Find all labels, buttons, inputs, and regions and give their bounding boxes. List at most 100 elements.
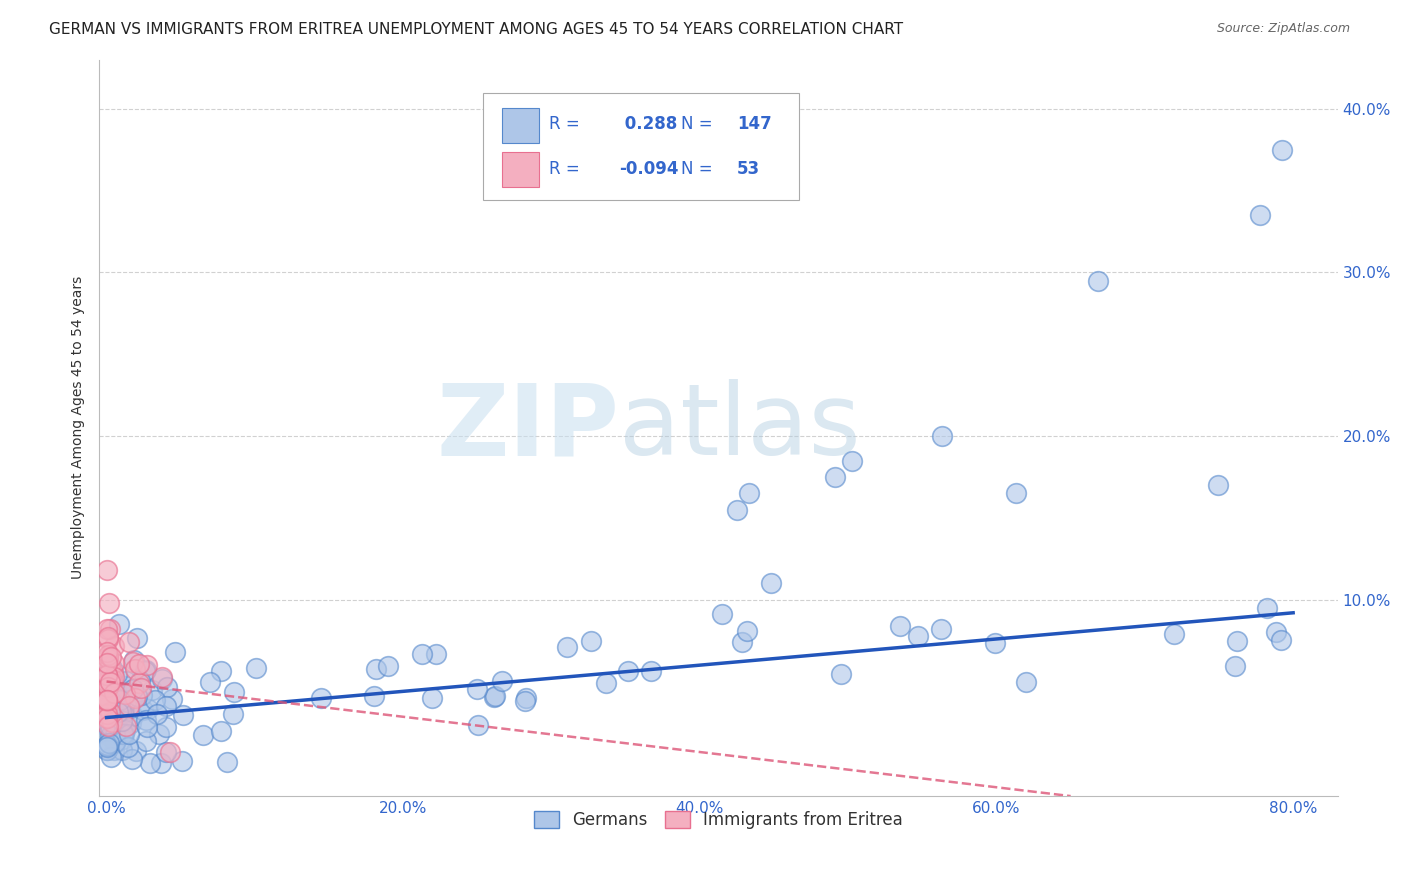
- Point: [111, 732, 134, 747]
- Text: R =: R =: [548, 160, 579, 178]
- Point: [97, 736, 120, 750]
- Point: [118, 727, 141, 741]
- Point: [96, 739, 118, 753]
- Point: [97, 673, 120, 688]
- Point: [103, 639, 125, 653]
- Point: [96, 700, 118, 714]
- Point: [222, 707, 245, 722]
- Point: [96, 650, 118, 665]
- Point: [124, 661, 146, 675]
- Point: [595, 676, 617, 690]
- Point: [96, 719, 118, 733]
- Point: [172, 754, 194, 768]
- Text: GERMAN VS IMMIGRANTS FROM ERITREA UNEMPLOYMENT AMONG AGES 45 TO 54 YEARS CORRELA: GERMAN VS IMMIGRANTS FROM ERITREA UNEMPL…: [49, 22, 903, 37]
- Point: [579, 634, 602, 648]
- Point: [136, 658, 159, 673]
- Point: [150, 673, 173, 687]
- Point: [98, 729, 121, 743]
- Text: 53: 53: [737, 160, 761, 178]
- Point: [97, 719, 120, 733]
- Point: [131, 688, 153, 702]
- Point: [163, 645, 186, 659]
- Point: [103, 728, 125, 742]
- Point: [108, 700, 131, 714]
- Point: [97, 681, 120, 695]
- FancyBboxPatch shape: [484, 93, 799, 200]
- Y-axis label: Unemployment Among Ages 45 to 54 years: Unemployment Among Ages 45 to 54 years: [72, 277, 86, 580]
- Point: [482, 690, 505, 705]
- Point: [120, 715, 142, 730]
- Text: 147: 147: [737, 115, 772, 134]
- Text: 0.288: 0.288: [619, 115, 678, 134]
- Point: [121, 752, 143, 766]
- Point: [98, 706, 121, 720]
- Point: [1206, 478, 1229, 492]
- Point: [1271, 143, 1294, 157]
- Text: N =: N =: [682, 115, 713, 134]
- Point: [96, 693, 118, 707]
- Point: [156, 680, 179, 694]
- Point: [105, 693, 128, 707]
- Point: [159, 745, 181, 759]
- Point: [96, 740, 118, 755]
- Point: [198, 674, 221, 689]
- Text: N =: N =: [682, 160, 713, 178]
- Point: [97, 650, 120, 665]
- Point: [100, 750, 122, 764]
- Point: [101, 665, 124, 680]
- Point: [96, 694, 118, 708]
- Point: [96, 690, 118, 704]
- Point: [134, 664, 156, 678]
- Point: [96, 742, 118, 756]
- Point: [425, 647, 447, 661]
- Point: [420, 690, 443, 705]
- Point: [115, 719, 138, 733]
- Point: [150, 670, 173, 684]
- Point: [104, 688, 127, 702]
- Point: [830, 667, 852, 681]
- Point: [112, 727, 135, 741]
- Point: [129, 673, 152, 688]
- Point: [103, 707, 125, 722]
- Point: [155, 720, 177, 734]
- Point: [96, 710, 118, 724]
- Point: [364, 662, 387, 676]
- Point: [96, 728, 118, 742]
- Point: [515, 691, 537, 706]
- Point: [411, 647, 433, 661]
- Point: [103, 686, 125, 700]
- Point: [104, 683, 127, 698]
- Point: [122, 708, 145, 723]
- Point: [132, 703, 155, 717]
- Point: [1270, 633, 1292, 648]
- Point: [110, 704, 132, 718]
- Point: [104, 706, 127, 721]
- Point: [824, 470, 846, 484]
- Point: [100, 649, 122, 664]
- Point: [104, 736, 127, 750]
- Point: [931, 622, 953, 636]
- Point: [98, 674, 121, 689]
- Point: [983, 636, 1005, 650]
- Point: [467, 718, 489, 732]
- Point: [128, 657, 150, 671]
- Point: [155, 699, 177, 714]
- FancyBboxPatch shape: [502, 108, 538, 143]
- Point: [1256, 600, 1278, 615]
- Point: [96, 681, 118, 696]
- Point: [110, 694, 132, 708]
- Point: [484, 690, 506, 704]
- Point: [224, 685, 246, 699]
- Point: [907, 629, 929, 643]
- Point: [209, 664, 232, 678]
- Point: [110, 693, 132, 707]
- Point: [96, 672, 118, 686]
- Point: [105, 667, 128, 681]
- Point: [1226, 634, 1249, 648]
- Point: [735, 624, 758, 638]
- Point: [122, 682, 145, 697]
- Point: [172, 707, 194, 722]
- Point: [96, 739, 118, 753]
- Text: atlas: atlas: [619, 379, 860, 476]
- Point: [145, 707, 167, 722]
